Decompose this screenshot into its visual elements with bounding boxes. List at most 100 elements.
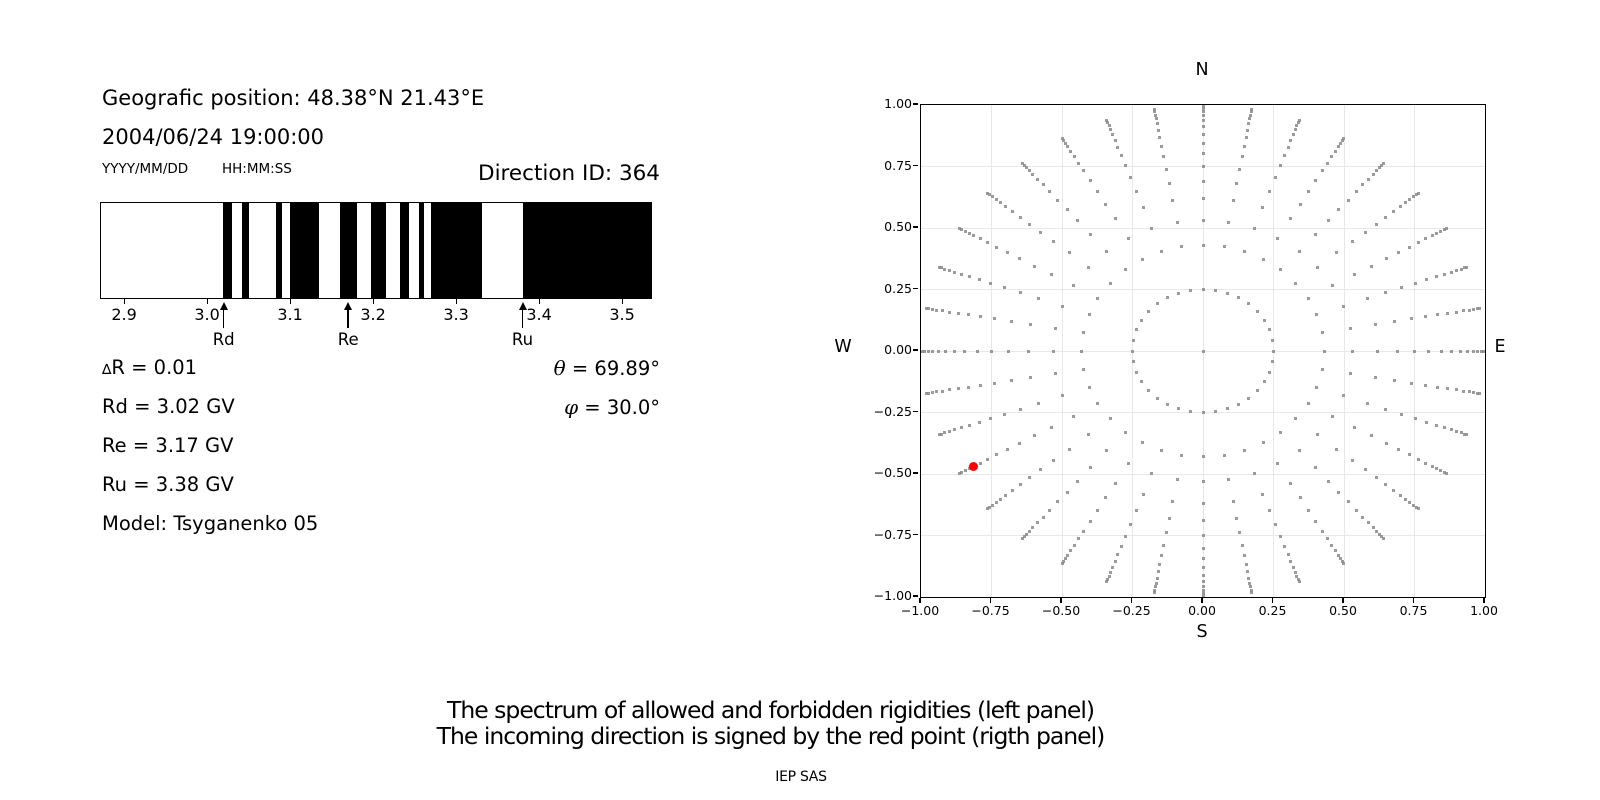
direction-dot: [1298, 202, 1302, 206]
direction-dot: [1341, 561, 1345, 565]
direction-dot: [1330, 543, 1334, 547]
direction-dot: [989, 282, 993, 286]
direction-dot: [1154, 117, 1158, 121]
direction-dot: [1478, 306, 1482, 310]
rigidity-black-segment: [275, 203, 283, 298]
direction-dot: [1330, 414, 1334, 418]
direction-dot: [1294, 281, 1298, 285]
direction-dot: [1114, 481, 1118, 485]
direction-dot: [1414, 505, 1418, 509]
direction-dot: [941, 309, 944, 313]
ru-value-text: Ru = 3.38 GV: [102, 473, 234, 496]
direction-dot: [1373, 323, 1377, 326]
direction-dot: [939, 266, 943, 270]
direction-dot: [1018, 407, 1022, 411]
direction-dot: [1095, 189, 1099, 193]
direction-dot: [923, 349, 927, 353]
rigidity-spectrum-plot: [100, 202, 652, 299]
direction-dot: [1028, 222, 1032, 226]
x-tick-label: −0.75: [971, 603, 1010, 618]
direction-dot: [994, 198, 998, 201]
direction-dot: [1201, 118, 1205, 122]
direction-dot: [1061, 394, 1065, 398]
x-tick: [1342, 597, 1344, 603]
direction-dot: [1061, 304, 1065, 308]
direction-dot: [1235, 516, 1239, 520]
axis-tick-label: 3.5: [609, 305, 635, 324]
direction-dot: [1213, 410, 1217, 414]
direction-dot: [1384, 483, 1388, 487]
direction-dot: [1189, 288, 1193, 292]
direction-dot: [1261, 492, 1265, 496]
direction-dot: [1465, 265, 1469, 269]
direction-dot: [1397, 250, 1401, 254]
direction-dot: [1039, 468, 1043, 472]
direction-dot: [1307, 189, 1311, 193]
direction-dot: [1032, 434, 1036, 438]
direction-dot: [1416, 506, 1420, 510]
direction-dot: [1408, 500, 1412, 504]
direction-dot: [1471, 391, 1475, 395]
direction-dot: [1150, 472, 1154, 476]
direction-dot: [1463, 432, 1467, 436]
direction-dot: [1365, 401, 1369, 405]
axis-tick: [207, 299, 209, 304]
direction-dot: [1320, 529, 1324, 533]
direction-dot: [1009, 378, 1013, 382]
y-tick: [913, 533, 919, 536]
direction-dot: [1325, 161, 1329, 165]
y-tick-label: −0.50: [873, 465, 912, 480]
direction-dot: [1272, 349, 1275, 353]
direction-dot: [1201, 243, 1205, 247]
direction-dot: [1293, 570, 1297, 574]
direction-dot: [1024, 533, 1028, 537]
direction-dot: [1235, 182, 1239, 186]
compass-label-north: N: [1195, 60, 1209, 80]
direction-dot: [1160, 250, 1164, 254]
direction-dot: [1450, 428, 1454, 432]
direction-dot: [1306, 296, 1310, 300]
y-tick-label: −1.00: [873, 588, 912, 603]
direction-dot: [1249, 113, 1253, 117]
direction-dot: [1201, 557, 1205, 561]
direction-dot: [1270, 338, 1274, 342]
direction-dot: [1175, 477, 1179, 481]
direction-dot: [975, 349, 979, 353]
direction-dot: [1382, 537, 1386, 541]
direction-dot: [967, 423, 971, 427]
direction-dot: [1396, 349, 1400, 353]
direction-dot: [935, 390, 939, 394]
direction-dot: [1129, 176, 1133, 180]
direction-dot: [1113, 560, 1117, 564]
axis-tick-label: 3.3: [443, 305, 469, 324]
direction-dot: [958, 226, 962, 230]
direction-dot: [1166, 402, 1170, 406]
direction-dot: [1010, 488, 1014, 492]
arrow-head-icon: [344, 302, 353, 310]
direction-dot: [1384, 257, 1388, 261]
direction-dot: [998, 201, 1002, 205]
direction-dot: [1156, 302, 1160, 306]
direction-dot: [1106, 577, 1110, 581]
axis-tick: [290, 299, 292, 304]
direction-dot: [1249, 585, 1253, 589]
direction-dot: [1436, 313, 1440, 317]
rigidity-black-segment: [522, 203, 651, 298]
direction-dot: [935, 308, 939, 312]
direction-dot: [1162, 155, 1166, 159]
arrow-head-icon: [518, 302, 527, 310]
direction-dot: [1363, 230, 1367, 234]
direction-dot: [1252, 226, 1256, 230]
direction-dot: [1371, 526, 1375, 530]
direction-dot: [1004, 205, 1008, 209]
direction-dot: [1087, 265, 1090, 269]
direction-dot: [1095, 509, 1099, 513]
x-tick: [1412, 597, 1415, 603]
x-tick: [1060, 597, 1062, 603]
x-tick-label: 0.00: [1188, 603, 1216, 618]
direction-dot: [1298, 496, 1302, 500]
direction-dot: [1288, 217, 1292, 221]
direction-dot: [1378, 165, 1382, 169]
direction-dot: [1244, 563, 1248, 567]
direction-dot: [1236, 402, 1240, 406]
